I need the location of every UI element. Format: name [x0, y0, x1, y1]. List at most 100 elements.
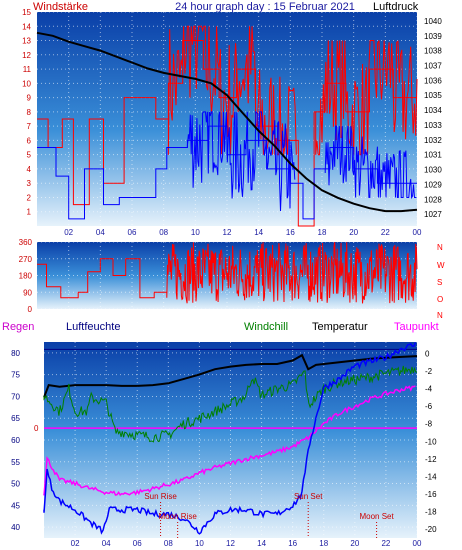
x-tick: 14	[257, 539, 266, 548]
humidity-line	[43, 342, 417, 535]
y-left-tick: 2	[27, 193, 32, 202]
y-right-tick: -8	[425, 420, 433, 429]
y-left-tick: 1	[27, 208, 32, 217]
y-right-tick: -18	[425, 508, 437, 517]
x-tick: 12	[226, 539, 235, 548]
y-left-tick: 15	[22, 8, 31, 17]
x-tick: 00	[413, 228, 422, 237]
y-right-tick: -14	[425, 472, 437, 481]
x-tick: 16	[286, 228, 295, 237]
y-right-tick: 1032	[424, 136, 442, 145]
y-right-tick: -10	[425, 437, 437, 446]
x-tick: 02	[64, 228, 73, 237]
x-tick: 04	[96, 228, 105, 237]
x-tick: 22	[381, 228, 390, 237]
y-left-tick: 11	[23, 65, 32, 74]
y-right-tick: 1029	[424, 180, 442, 189]
y-right-tick: 1040	[424, 17, 442, 26]
x-tick: 00	[413, 539, 422, 548]
y-left-tick: 10	[22, 79, 31, 88]
y-left-tick: 4	[27, 165, 32, 174]
x-tick: 22	[381, 539, 390, 548]
y-right-tick: 1031	[424, 151, 442, 160]
x-tick: 06	[133, 539, 142, 548]
direction-line	[37, 258, 167, 299]
rain-zero-label: 0	[34, 424, 39, 433]
y-right-tick: 1030	[424, 166, 442, 175]
x-tick: 02	[71, 539, 80, 548]
y-left-tick: 65	[11, 414, 20, 423]
y-right-tick: 1039	[424, 32, 442, 41]
dir-tick: 180	[19, 272, 33, 281]
windstaerke-label: Windstärke	[33, 1, 88, 13]
dir-label: O	[437, 295, 443, 304]
annotation-label: Sun Set	[294, 492, 323, 501]
y-right-tick: -2	[425, 367, 433, 376]
y-left-tick: 75	[11, 371, 20, 380]
dir-label: S	[437, 278, 442, 287]
temperature-line	[43, 353, 418, 398]
gust-noise-2	[315, 40, 418, 156]
dir-label: W	[437, 261, 445, 270]
luftdruck-label: Luftdruck	[373, 1, 419, 13]
wind-pressure-ticks: 1234567891011121314151027102810291030103…	[22, 8, 442, 237]
legend-temperatur: Temperatur	[312, 321, 368, 333]
y-left-tick: 80	[11, 349, 20, 358]
windchill-line	[43, 365, 418, 443]
y-right-tick: 1035	[424, 91, 442, 100]
y-left-tick: 70	[11, 392, 20, 401]
temp-humidity-ticks: 40 45 50 55 60 65 70 75 80 0 -2 -4 -6 -8 -10 -12 -14 -16 -…	[11, 349, 437, 548]
dir-tick: 270	[19, 255, 33, 264]
pressure-line	[36, 31, 418, 213]
legend-luftfeuchte: Luftfeuchte	[66, 321, 120, 333]
dir-tick: 0	[28, 305, 33, 314]
dewpoint-line	[43, 385, 416, 497]
y-right-tick: 1027	[424, 210, 442, 219]
y-left-tick: 12	[22, 51, 31, 60]
y-right-tick: -4	[425, 385, 433, 394]
x-tick: 10	[195, 539, 204, 548]
y-right-tick: -12	[425, 455, 437, 464]
y-left-tick: 9	[27, 94, 32, 103]
x-tick: 18	[318, 228, 327, 237]
dir-label: N	[437, 243, 443, 252]
x-tick: 12	[223, 228, 232, 237]
x-tick: 04	[102, 539, 111, 548]
x-tick: 16	[288, 539, 297, 548]
annotation-label: Sun Rise	[144, 492, 177, 501]
y-right-tick: 0	[425, 349, 430, 358]
annotation-label: Moon Rise	[159, 512, 198, 521]
y-right-tick: 1037	[424, 62, 442, 71]
y-left-tick: 60	[11, 436, 20, 445]
y-left-tick: 3	[27, 179, 32, 188]
y-left-tick: 55	[11, 458, 20, 467]
direction-noise	[166, 242, 418, 304]
y-right-tick: 1038	[424, 47, 442, 56]
y-right-tick: -16	[425, 490, 437, 499]
dir-tick: 90	[23, 288, 32, 297]
legend-windchill: Windchill	[244, 321, 288, 333]
dir-tick: 360	[19, 238, 33, 247]
chart-title: 24 hour graph day : 15 Februar 2021	[175, 1, 355, 13]
y-left-tick: 45	[11, 501, 20, 510]
x-tick: 18	[319, 539, 328, 548]
wind-pressure-series	[36, 25, 418, 227]
y-left-tick: 50	[11, 480, 20, 489]
legend-taupunkt: Taupunkt	[394, 321, 439, 333]
y-right-tick: -6	[425, 402, 433, 411]
x-tick: 20	[349, 228, 358, 237]
avg-noise-2	[324, 125, 417, 200]
avg-line	[37, 125, 417, 220]
gust-noise	[167, 25, 297, 156]
x-tick: 08	[164, 539, 173, 548]
y-left-tick: 6	[27, 136, 32, 145]
wind-direction-series	[37, 242, 418, 304]
y-left-tick: 7	[27, 122, 32, 131]
y-left-tick: 13	[22, 37, 31, 46]
dir-label: N	[437, 311, 443, 320]
x-tick: 06	[128, 228, 137, 237]
x-tick: 14	[254, 228, 263, 237]
x-tick: 08	[159, 228, 168, 237]
